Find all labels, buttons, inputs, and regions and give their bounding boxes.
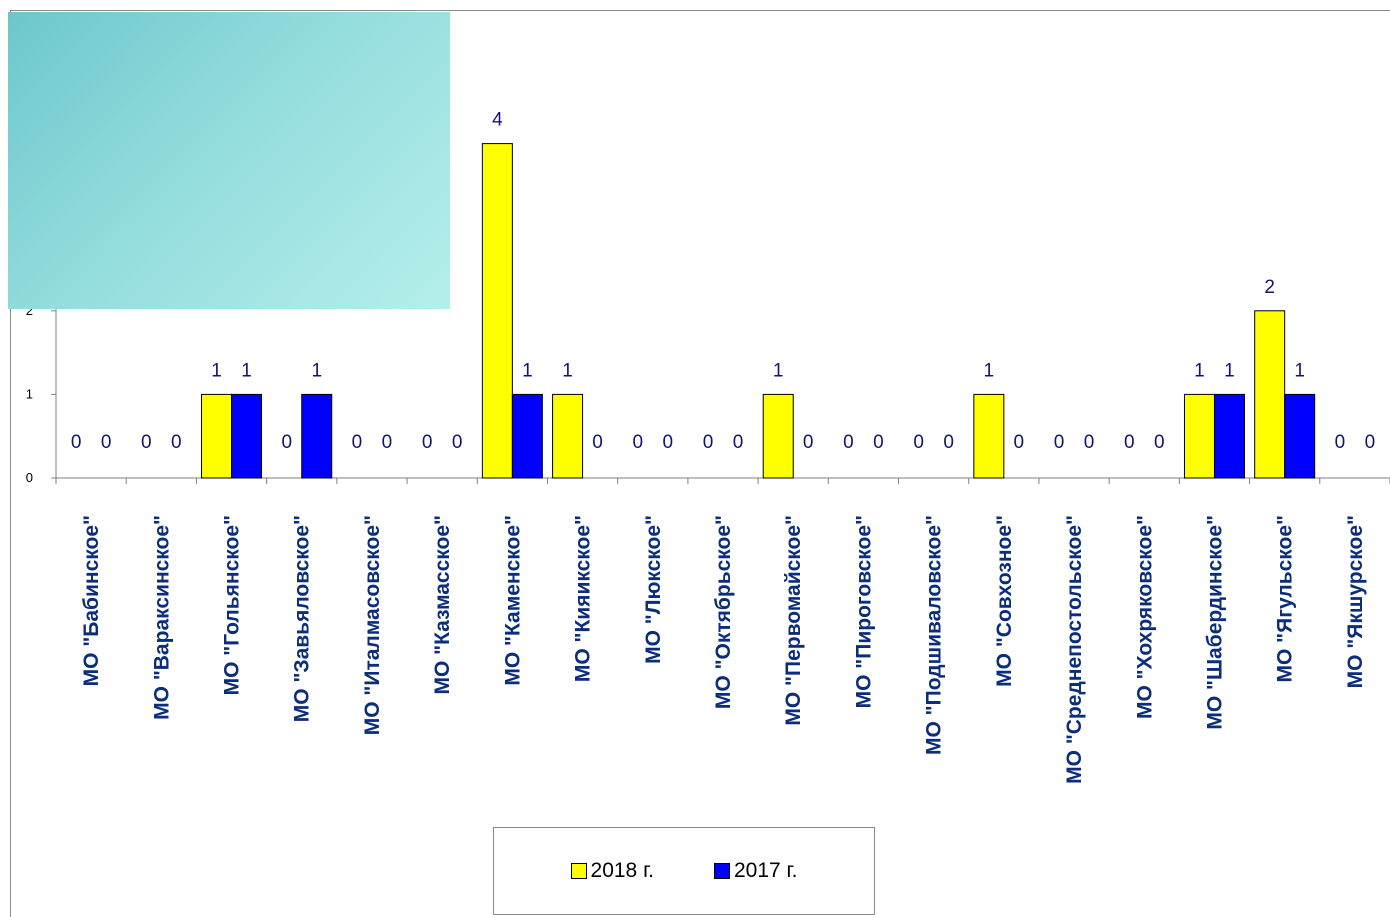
- bar-2018: [552, 393, 584, 479]
- category-label: МО "Хохряковское": [1133, 515, 1156, 719]
- data-label: 4: [492, 110, 503, 131]
- category-label: МО "Каменское": [501, 515, 524, 686]
- category-label: МО "Завьяловское": [291, 515, 314, 722]
- data-label: 0: [943, 432, 954, 453]
- category-label: МО "Италмасовское": [361, 515, 384, 735]
- data-label: 1: [1294, 360, 1305, 381]
- bar-2017: [1284, 393, 1316, 479]
- data-label: 0: [71, 432, 82, 453]
- y-tick-label: 0: [26, 470, 33, 485]
- data-label: 1: [562, 360, 573, 381]
- data-label: 1: [1194, 360, 1205, 381]
- data-label: 0: [703, 432, 714, 453]
- data-label: 0: [452, 432, 463, 453]
- data-label: 0: [382, 432, 393, 453]
- bar-2018: [1183, 393, 1215, 479]
- category-label: МО "Вараксинское": [150, 515, 173, 720]
- legend-item-2018: 2018 г.: [570, 859, 654, 883]
- overlay-panel: [8, 12, 450, 309]
- category-label: МО "Среднепостольское": [1063, 515, 1086, 784]
- data-label: 0: [281, 432, 292, 453]
- data-label: 0: [733, 432, 744, 453]
- data-label: 0: [1084, 432, 1095, 453]
- data-label: 0: [1335, 432, 1346, 453]
- category-label: МО "Казмасское": [431, 515, 454, 695]
- data-label: 1: [241, 360, 252, 381]
- legend-item-2017: 2017 г.: [714, 859, 797, 883]
- legend: 2018 г. 2017 г.: [493, 827, 875, 915]
- y-tick-label: 1: [26, 386, 33, 401]
- bar-2018: [481, 143, 513, 479]
- data-label: 0: [633, 432, 644, 453]
- category-label: МО "Первомайское": [782, 515, 805, 726]
- bar-2018: [762, 393, 794, 479]
- y-tick-label: 2: [26, 303, 33, 318]
- data-label: 0: [352, 432, 363, 453]
- bar-2018: [1254, 310, 1286, 479]
- data-label: 0: [422, 432, 433, 453]
- category-label: МО "Ягульское": [1274, 515, 1297, 683]
- data-label: 0: [592, 432, 603, 453]
- data-label: 0: [171, 432, 182, 453]
- category-label: МО "Пироговское": [852, 515, 875, 708]
- data-label: 0: [1154, 432, 1165, 453]
- chart-frame: [10, 10, 1390, 917]
- data-label: 2: [1264, 277, 1275, 298]
- category-label: МО "Шабердинское": [1203, 515, 1226, 730]
- data-label: 1: [1224, 360, 1235, 381]
- data-label: 1: [984, 360, 995, 381]
- data-label: 0: [1365, 432, 1376, 453]
- data-label: 1: [522, 360, 533, 381]
- bar-2017: [511, 393, 543, 479]
- data-label: 0: [873, 432, 884, 453]
- data-label: 0: [663, 432, 674, 453]
- category-label: МО "Кияикское": [572, 515, 595, 682]
- category-label: МО "Якшурское": [1344, 515, 1367, 688]
- category-label: МО "Люкское": [642, 515, 665, 664]
- category-label: МО "Совхозное": [993, 515, 1016, 687]
- bar-2017: [1213, 393, 1245, 479]
- category-label: МО "Подшиваловское": [923, 515, 946, 755]
- legend-label-2018: 2018 г.: [590, 859, 654, 882]
- category-label: МО "Октябрьское": [712, 515, 735, 709]
- category-label: МО "Бабинское": [80, 515, 103, 686]
- legend-swatch-2017: [714, 863, 730, 879]
- data-label: 0: [843, 432, 854, 453]
- bar-2018: [973, 393, 1005, 479]
- data-label: 1: [773, 360, 784, 381]
- data-label: 1: [211, 360, 222, 381]
- bar-2017: [231, 393, 263, 479]
- bar-2017: [301, 393, 333, 479]
- category-label: МО "Гольянское": [221, 515, 244, 695]
- data-label: 0: [913, 432, 924, 453]
- bar-2018: [201, 393, 233, 479]
- data-label: 1: [311, 360, 322, 381]
- data-label: 0: [1124, 432, 1135, 453]
- legend-swatch-2018: [570, 863, 587, 879]
- data-label: 0: [1014, 432, 1025, 453]
- data-label: 0: [803, 432, 814, 453]
- data-label: 0: [141, 432, 152, 453]
- data-label: 0: [1054, 432, 1065, 453]
- data-label: 0: [101, 432, 112, 453]
- legend-label-2017: 2017 г.: [734, 859, 798, 882]
